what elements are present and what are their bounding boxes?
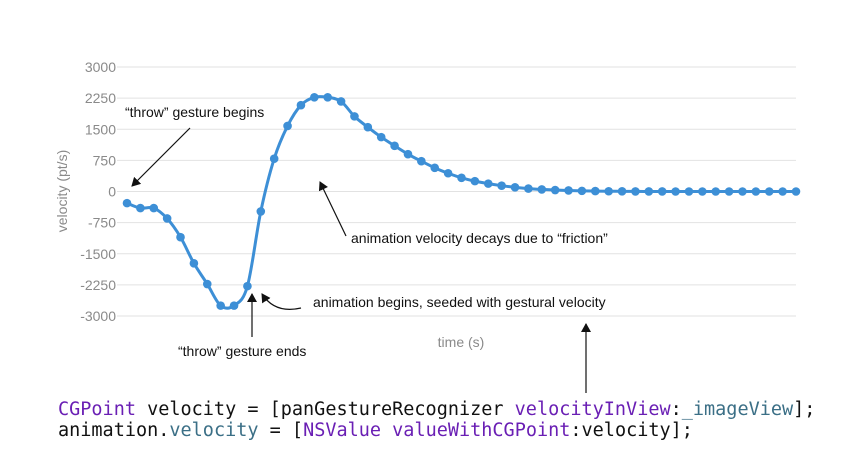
data-point xyxy=(229,301,239,310)
y-tick-label: -1500 xyxy=(80,246,116,262)
y-tick-label: 3000 xyxy=(85,59,116,75)
data-point xyxy=(269,154,279,164)
data-point xyxy=(631,187,640,196)
data-point xyxy=(483,179,493,188)
code-ivar: _imageView xyxy=(681,399,794,420)
annotation-gesture-begins: “throw” gesture begins xyxy=(125,104,264,120)
data-point xyxy=(310,92,319,102)
code-text: velocity = [panGestureRecognizer xyxy=(135,399,515,420)
data-point xyxy=(537,185,547,194)
code-text: animation. xyxy=(58,420,170,441)
data-point xyxy=(363,122,373,132)
data-point xyxy=(457,173,466,183)
data-point xyxy=(698,187,707,196)
data-point xyxy=(323,92,333,102)
data-point xyxy=(202,279,212,289)
arrow-animation-begins xyxy=(261,293,302,310)
annotation-animation-begins: animation begins, seeded with gestural v… xyxy=(313,294,606,310)
grid xyxy=(117,66,796,317)
y-tick-label: 1500 xyxy=(85,121,116,137)
y-axis-label: velocity (pt/s) xyxy=(54,150,70,232)
data-point xyxy=(510,183,520,192)
data-point xyxy=(684,187,694,196)
data-point xyxy=(176,232,185,242)
data-point xyxy=(216,301,225,310)
data-point xyxy=(390,141,399,151)
series-line xyxy=(126,95,796,310)
data-point xyxy=(162,214,172,223)
x-axis-label: time (s) xyxy=(438,334,485,350)
annotation-friction-decay: animation velocity decays due to “fricti… xyxy=(351,230,608,246)
data-point xyxy=(296,100,306,110)
data-point xyxy=(122,198,132,208)
data-point xyxy=(617,187,627,196)
y-tick-label: -750 xyxy=(88,215,116,231)
data-point xyxy=(350,112,359,121)
data-point xyxy=(256,207,266,216)
data-point xyxy=(136,203,145,213)
code-method: velocityInView xyxy=(514,399,671,420)
code-method: valueWithCGPoint xyxy=(392,420,571,441)
data-point xyxy=(524,184,533,193)
code-text: :velocity]; xyxy=(570,420,693,441)
code-text xyxy=(381,420,392,441)
code-line-2: animation.velocity = [NSValue valueWithC… xyxy=(58,420,693,441)
code-text: : xyxy=(670,399,682,420)
y-tick-labels: 3000 2250 1500 750 0 -750 -1500 -2250 -3000 xyxy=(80,59,116,324)
code-type: CGPoint xyxy=(58,399,136,420)
data-point xyxy=(336,97,346,106)
data-point xyxy=(711,187,721,196)
data-point xyxy=(604,186,613,196)
data-point xyxy=(591,186,600,196)
data-point xyxy=(751,187,761,196)
data-point xyxy=(497,181,506,190)
data-point xyxy=(376,132,386,142)
y-tick-label: 750 xyxy=(93,152,117,168)
data-point xyxy=(764,187,774,196)
data-point xyxy=(283,121,292,131)
data-point xyxy=(470,176,480,186)
data-point xyxy=(564,186,573,195)
data-point xyxy=(430,163,440,173)
y-tick-label: 2250 xyxy=(85,90,116,106)
data-point xyxy=(791,187,801,196)
data-point xyxy=(778,187,787,196)
data-point xyxy=(443,168,453,178)
y-tick-label: -3000 xyxy=(80,308,116,324)
arrow-friction-decay xyxy=(318,181,347,237)
data-point xyxy=(189,258,199,268)
data-point xyxy=(403,149,413,159)
code-property: velocity xyxy=(169,420,259,441)
data-point xyxy=(671,187,680,196)
data-point xyxy=(550,185,560,195)
code-line-1: CGPoint velocity = [panGestureRecognizer… xyxy=(58,399,815,420)
data-point xyxy=(657,187,667,196)
y-tick-label: 0 xyxy=(108,184,116,200)
y-tick-label: -2250 xyxy=(80,277,116,293)
code-text: = [ xyxy=(258,420,304,441)
annotation-gesture-ends: “throw” gesture ends xyxy=(178,343,306,359)
data-point xyxy=(724,187,734,196)
data-point xyxy=(417,156,426,166)
code-class: NSValue xyxy=(303,420,382,441)
data-point xyxy=(149,203,159,213)
arrow-gesture-begins xyxy=(131,127,191,187)
data-point xyxy=(243,281,252,291)
code-text: ]; xyxy=(793,399,816,420)
data-point xyxy=(577,186,587,196)
data-point xyxy=(738,187,747,196)
data-point xyxy=(644,187,654,196)
data-points xyxy=(122,92,801,310)
